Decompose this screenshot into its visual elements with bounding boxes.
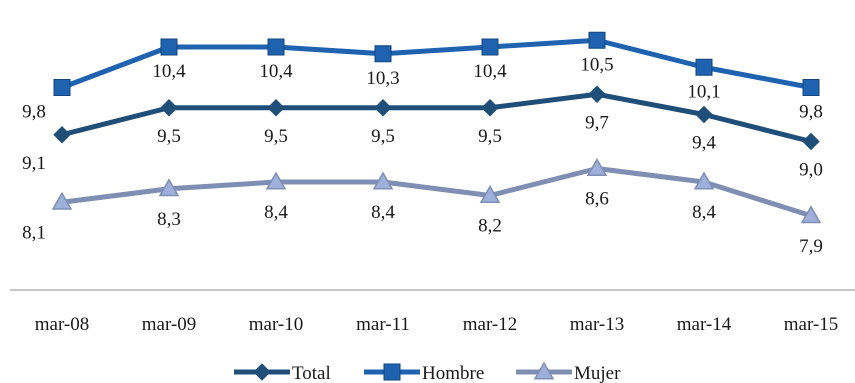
data-label-hombre-0: 9,8 — [22, 102, 46, 123]
data-label-total-7: 9,0 — [799, 160, 823, 181]
data-label-mujer-2: 8,4 — [264, 202, 288, 223]
series-line-total — [61, 91, 812, 144]
legend-label-total: Total — [292, 363, 331, 383]
data-label-hombre-4: 10,4 — [473, 61, 507, 82]
data-label-total-0: 9,1 — [22, 153, 46, 174]
marker-total-0 — [53, 126, 71, 144]
marker-hombre-7 — [802, 79, 820, 96]
x-tick-label-7: mar-15 — [784, 314, 839, 335]
legend: Total Hombre Mujer — [234, 361, 621, 383]
data-label-hombre-7: 9,8 — [799, 102, 823, 123]
data-label-total-5: 9,7 — [585, 112, 609, 133]
legend-label-hombre: Hombre — [422, 363, 484, 383]
legend-item-total: Total — [234, 363, 331, 383]
legend-marker-mujer — [533, 361, 555, 380]
marker-hombre-3 — [374, 45, 392, 63]
marker-hombre-6 — [695, 58, 713, 76]
x-tick-label-5: mar-13 — [570, 314, 625, 335]
data-label-hombre-3: 10,3 — [366, 68, 399, 89]
marker-mujer-4 — [479, 184, 501, 203]
series-layer — [51, 31, 822, 224]
data-label-total-3: 9,5 — [371, 126, 395, 147]
marker-mujer-5 — [586, 157, 608, 176]
data-label-total-6: 9,4 — [692, 133, 716, 154]
x-tick-labels: mar-08 mar-09 mar-10 mar-11 mar-12 mar-13 mar-… — [35, 314, 839, 335]
marker-total-7 — [802, 132, 820, 151]
data-label-hombre-6: 10,1 — [687, 81, 720, 102]
marker-hombre-1 — [160, 38, 178, 56]
x-tick-label-4: mar-12 — [463, 314, 518, 335]
x-tick-label-3: mar-11 — [356, 314, 410, 335]
x-tick-label-0: mar-08 — [35, 314, 90, 335]
x-tick-label-6: mar-14 — [677, 314, 732, 335]
legend-marker-hombre — [383, 363, 401, 381]
marker-mujer-0 — [51, 191, 73, 210]
legend-label-mujer: Mujer — [574, 363, 621, 383]
data-label-mujer-0: 8,1 — [22, 222, 46, 243]
series-line-mujer — [61, 166, 812, 219]
data-label-mujer-5: 8,6 — [585, 189, 609, 210]
x-tick-label-2: mar-10 — [249, 314, 304, 335]
marker-mujer-3 — [372, 171, 394, 190]
legend-item-mujer: Mujer — [516, 361, 621, 383]
marker-total-4 — [481, 99, 499, 117]
marker-total-6 — [695, 105, 713, 124]
data-label-mujer-3: 8,4 — [371, 202, 395, 223]
marker-hombre-5 — [588, 31, 606, 49]
marker-hombre-2 — [267, 38, 285, 56]
data-label-mujer-1: 8,3 — [157, 209, 181, 230]
marker-mujer-2 — [265, 171, 287, 190]
data-label-hombre-1: 10,4 — [152, 61, 186, 82]
marker-mujer-6 — [693, 171, 715, 190]
data-label-total-1: 9,5 — [157, 126, 181, 147]
marker-hombre-4 — [481, 38, 499, 56]
series-hombre — [53, 31, 820, 96]
x-tick-label-1: mar-09 — [142, 314, 197, 335]
series-line-hombre — [61, 37, 812, 90]
legend-marker-total — [253, 363, 271, 381]
series-mujer — [51, 157, 822, 224]
data-label-hombre-5: 10,5 — [580, 54, 613, 75]
series-total — [53, 85, 820, 151]
data-label-mujer-7: 7,9 — [799, 236, 823, 257]
data-label-mujer-6: 8,4 — [692, 202, 716, 223]
data-label-total-4: 9,5 — [478, 126, 502, 147]
marker-mujer-1 — [158, 178, 180, 197]
data-label-total-2: 9,5 — [264, 126, 288, 147]
marker-hombre-0 — [53, 79, 71, 96]
marker-total-1 — [160, 99, 178, 117]
data-label-mujer-4: 8,2 — [478, 216, 502, 237]
marker-total-2 — [267, 99, 285, 117]
data-label-layer: 9,1 9,5 9,5 9,5 9,5 9,7 9,4 9,0 9,8 10,4 10,4 10,3 1… — [22, 54, 823, 257]
legend-item-hombre: Hombre — [364, 363, 484, 383]
marker-mujer-7 — [800, 205, 822, 224]
marker-total-5 — [588, 85, 606, 103]
marker-total-3 — [374, 99, 392, 117]
data-label-hombre-2: 10,4 — [259, 61, 293, 82]
